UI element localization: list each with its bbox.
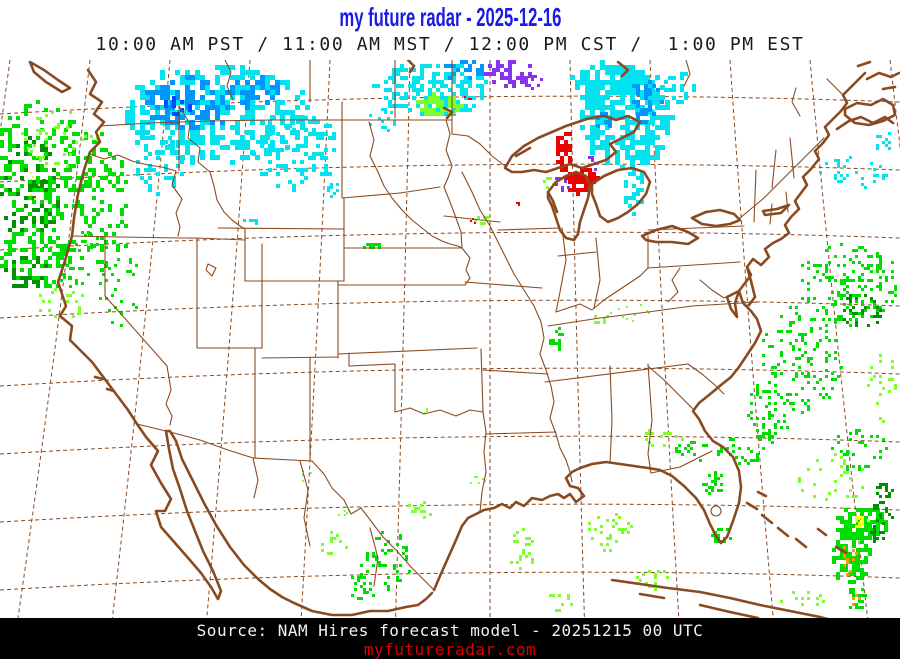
lake-okeechobee <box>710 505 722 517</box>
website-link[interactable]: myfutureradar.com <box>363 640 537 659</box>
texas-east-border <box>479 411 487 513</box>
lake-huron <box>590 166 652 224</box>
vancouver-island <box>28 60 72 94</box>
ca-nv-border <box>104 236 173 426</box>
or-id-snake-river <box>171 170 183 237</box>
state-borders <box>71 59 844 591</box>
iowa-borders <box>443 215 543 289</box>
timezone-times-line: 10:00 AM PST / 11:00 AM MST / 12:00 PM C… <box>95 34 805 55</box>
channel-islands <box>93 375 116 393</box>
mexico-interior-lines <box>252 457 379 587</box>
ms-al-ga-borders <box>609 363 713 474</box>
lake-michigan <box>546 170 592 242</box>
mexico-border-west <box>136 423 313 462</box>
gulf-atlantic-coast <box>432 71 867 592</box>
lake-erie <box>640 224 700 246</box>
long-island <box>761 203 791 217</box>
cuba-coast <box>610 578 900 635</box>
colorado-borders <box>261 280 339 359</box>
isle-royale <box>514 146 532 158</box>
great-salt-lake <box>205 263 217 277</box>
red-river <box>394 407 484 417</box>
utah-borders <box>196 237 263 349</box>
precipitation-layer <box>0 60 897 612</box>
ky-tn-va-nc-borders <box>544 301 759 411</box>
rio-grande <box>311 460 435 591</box>
radar-map <box>0 58 900 658</box>
pennsylvania-borders <box>647 225 745 269</box>
footer-bar: Source: NAM Hires forecast model - 20251… <box>0 618 900 659</box>
new-mexico-borders <box>254 347 311 461</box>
maine-nb-border <box>826 78 844 96</box>
montana-dakotas-borders <box>341 101 441 199</box>
lake-ontario <box>690 208 742 228</box>
illinois-borders <box>497 227 567 313</box>
us-weather-map <box>0 58 900 658</box>
42n-state-line <box>71 235 246 241</box>
mo-ar-la-borders <box>482 369 557 435</box>
source-text: Source: NAM Hires forecast model - 20251… <box>196 621 704 640</box>
nova-scotia <box>835 97 897 131</box>
lake-winnipeg-tip <box>406 58 416 74</box>
ohio-river <box>555 267 649 313</box>
mississippi-river <box>461 171 573 483</box>
minnesota-west-border <box>443 119 463 249</box>
in-oh-borders <box>557 235 649 309</box>
coastlines <box>28 58 900 658</box>
chesapeake-delmarva <box>725 265 757 319</box>
canada-province-lines <box>224 59 691 121</box>
id-mt-border <box>178 105 246 230</box>
lake-nipigon <box>616 60 630 78</box>
lake-of-the-woods <box>442 106 454 120</box>
lake-superior <box>503 114 642 174</box>
gulf-st-lawrence-islands <box>856 60 900 91</box>
bahamas-islands <box>745 490 900 658</box>
new-england-borders <box>753 87 801 225</box>
texas-panhandle <box>348 352 396 413</box>
missouri-river <box>368 121 471 286</box>
page-title-text: my future radar - 2025-12-16 <box>339 2 561 32</box>
pacific-coast-baja-mexico <box>56 68 434 617</box>
page-title: my future radar - 2025-12-16 <box>0 2 900 33</box>
ks-ok-border <box>337 347 484 413</box>
st-lawrence-river <box>739 137 825 219</box>
wa-or-columbia-river <box>89 153 177 172</box>
canada-border <box>99 119 506 167</box>
wyoming-borders <box>217 197 345 282</box>
